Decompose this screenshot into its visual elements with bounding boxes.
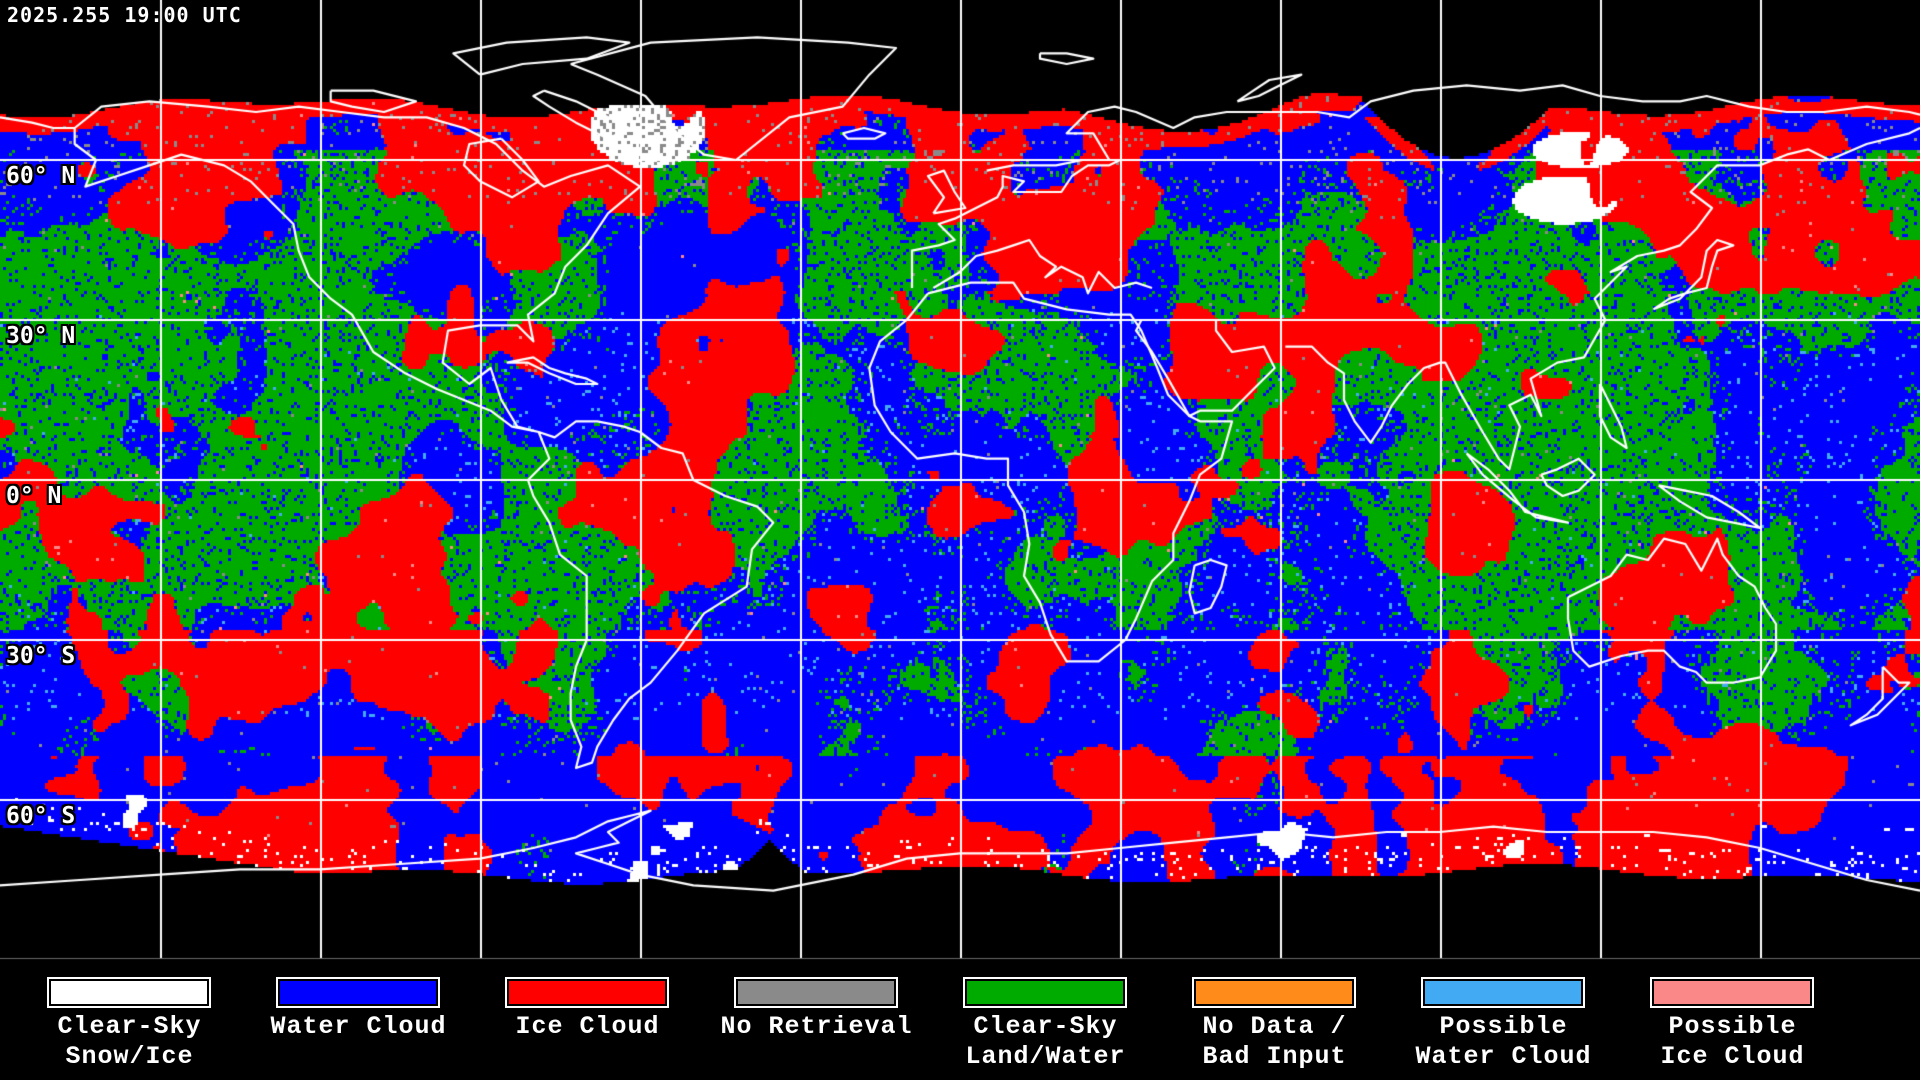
timestamp-label: 2025.255 19:00 UTC: [7, 3, 242, 27]
legend-label: Possible Water Cloud: [1415, 1012, 1592, 1071]
legend-label: Clear-Sky Land/Water: [965, 1012, 1126, 1071]
legend-swatch: [505, 977, 669, 1008]
legend-item: Clear-Sky Land/Water: [931, 960, 1160, 1080]
latitude-label: 0° N: [6, 483, 62, 509]
legend-label: No Retrieval: [720, 1012, 913, 1041]
legend-item: Clear-Sky Snow/Ice: [15, 960, 244, 1080]
legend-swatch: [1192, 977, 1356, 1008]
legend-label: No Data / Bad Input: [1202, 1012, 1347, 1071]
legend-label: Ice Cloud: [515, 1012, 660, 1041]
legend: Clear-Sky Snow/Ice Water Cloud Ice Cloud No…: [0, 960, 1920, 1080]
latitude-label: 60° S: [6, 803, 76, 829]
legend-swatch: [734, 977, 898, 1008]
legend-label: Clear-Sky Snow/Ice: [57, 1012, 202, 1071]
legend-swatch: [1421, 977, 1585, 1008]
legend-item: Water Cloud: [244, 960, 473, 1080]
legend-item: No Retrieval: [702, 960, 931, 1080]
legend-label: Water Cloud: [270, 1012, 447, 1041]
legend-swatch: [47, 977, 211, 1008]
latitude-label: 60° N: [6, 163, 76, 189]
legend-item: Possible Ice Cloud: [1618, 960, 1847, 1080]
legend-swatch: [963, 977, 1127, 1008]
legend-item: Ice Cloud: [473, 960, 702, 1080]
legend-item: Possible Water Cloud: [1389, 960, 1618, 1080]
legend-swatch: [276, 977, 440, 1008]
latitude-label: 30° N: [6, 323, 76, 349]
world-cloud-phase-map: [0, 0, 1920, 960]
legend-label: Possible Ice Cloud: [1660, 1012, 1805, 1071]
latitude-label: 30° S: [6, 643, 76, 669]
legend-swatch: [1650, 977, 1814, 1008]
legend-item: No Data / Bad Input: [1160, 960, 1389, 1080]
